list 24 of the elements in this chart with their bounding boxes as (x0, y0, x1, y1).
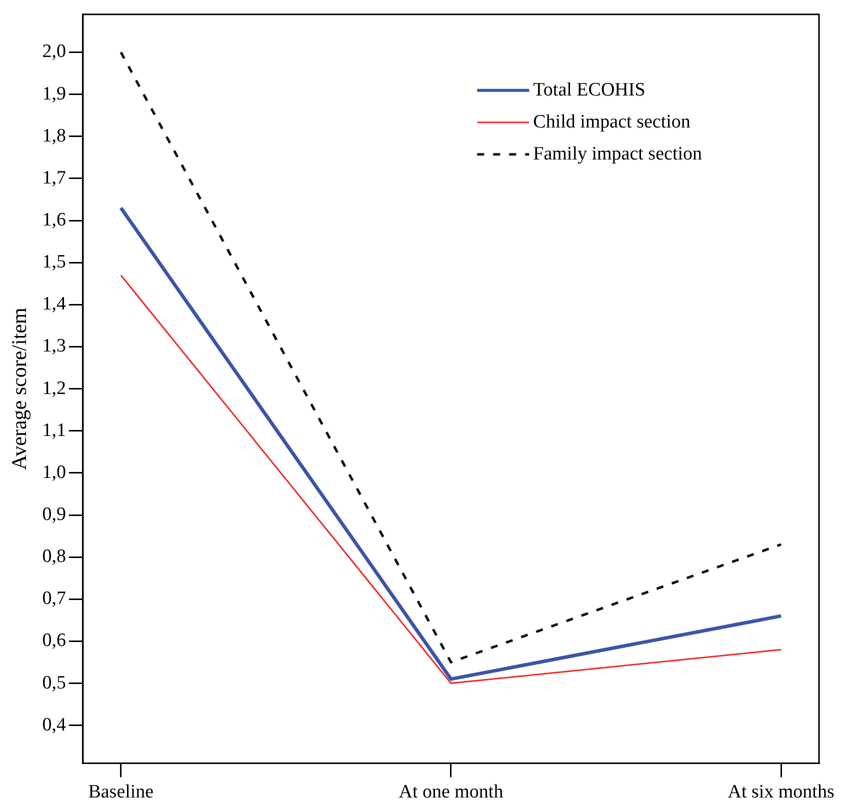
y-tick-label: 1,6 (42, 210, 66, 231)
y-tick-label: 1,1 (42, 420, 66, 441)
y-tick-label: 1,2 (42, 378, 66, 399)
y-tick-label: 0,7 (42, 588, 66, 610)
y-tick-label: 1,9 (42, 83, 66, 104)
y-tick-label: 1,5 (42, 252, 66, 273)
y-tick-label: 0,6 (42, 630, 66, 652)
y-tick-label: 1,3 (42, 336, 66, 357)
x-tick-label: At six months (728, 782, 834, 803)
x-tick-label: Baseline (88, 782, 154, 803)
legend-label: Total ECOHIS (533, 79, 646, 100)
y-tick-label: 0,5 (42, 672, 66, 694)
y-tick-label: 2,0 (42, 41, 66, 62)
y-tick-label: 0,8 (42, 546, 66, 568)
y-tick-label: 0,4 (42, 714, 66, 736)
y-tick-label: 1,0 (42, 462, 66, 483)
legend-label: Child impact section (533, 111, 691, 132)
y-tick-label: 1,4 (42, 294, 66, 315)
x-tick-label: At one month (398, 782, 504, 803)
legend-label: Family impact section (533, 143, 702, 164)
y-axis-title: Average score/item (7, 308, 32, 470)
y-tick-label: 1,7 (42, 167, 66, 188)
y-tick-label: 1,8 (42, 125, 66, 146)
y-tick-label: 0,9 (42, 504, 66, 525)
